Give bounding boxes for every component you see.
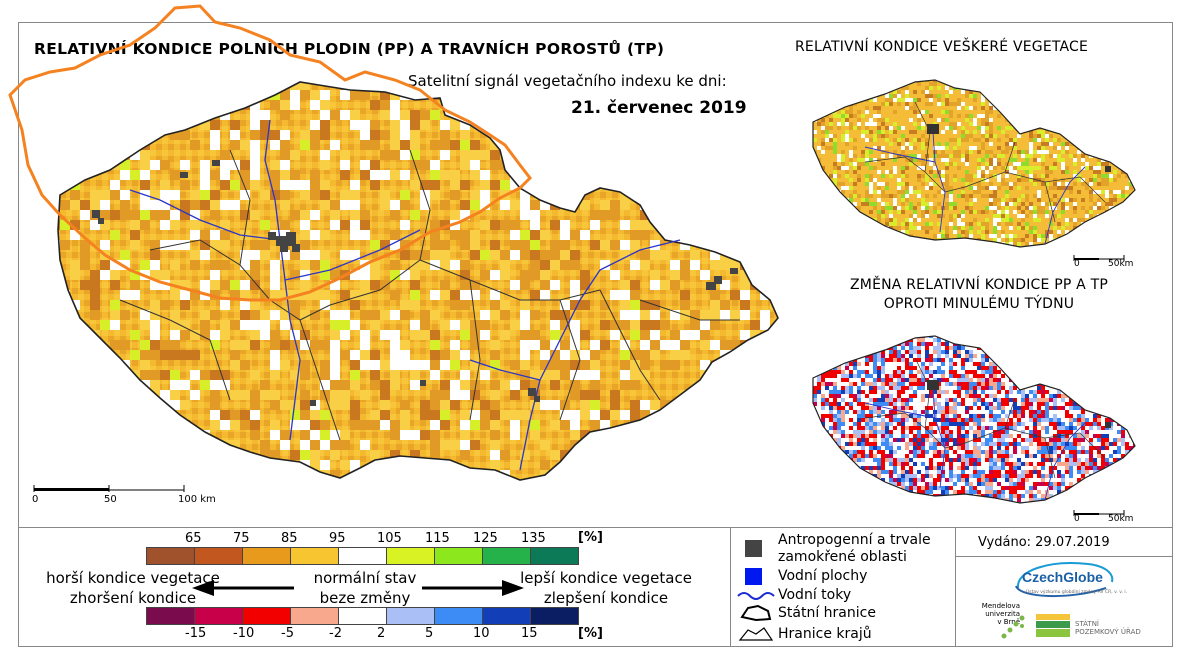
condition-tick: 65 — [185, 531, 202, 546]
change-swatch — [290, 607, 339, 625]
bottom-map-title-line1: ZMĚNA RELATIVNÍ KONDICE PP A TP — [850, 277, 1108, 293]
bottom-small-scale-bar — [1073, 510, 1125, 516]
water-icon — [745, 568, 762, 585]
bottom-scale-0: 0 — [1074, 514, 1080, 524]
anthropogenic-icon — [745, 540, 762, 557]
legend-anthro-line1: Antropogenní a trvale — [778, 532, 931, 548]
condition-swatch — [194, 547, 243, 565]
top-scale-0: 0 — [1074, 259, 1080, 269]
better-text-line1: lepší kondice vegetace — [520, 569, 692, 587]
condition-unit: [%] — [578, 530, 603, 545]
subtitle: Satelitní signál vegetačního indexu ke d… — [408, 72, 727, 90]
mendel-line3: v Brně — [997, 618, 1020, 626]
arrow-left-icon — [192, 580, 294, 596]
condition-tick: 135 — [521, 531, 546, 546]
mendel-logo-text: Mendelova univerzita v Brně — [968, 602, 1020, 626]
spu-logo-text: STÁTNÍ POZEMKOVÝ ÚŘAD — [1075, 620, 1141, 636]
change-unit: [%] — [578, 626, 603, 641]
legend-divider-v1 — [730, 527, 731, 647]
legend-anthro-line2: zamokřené oblasti — [778, 549, 907, 565]
legend-rivers: Vodní toky — [778, 587, 852, 603]
legend-borders: Státní hranice — [778, 605, 876, 621]
condition-tick: 95 — [329, 531, 346, 546]
change-tick: 15 — [521, 626, 538, 641]
mendel-logo-icon — [1001, 615, 1025, 639]
issued-date: Vydáno: 29.07.2019 — [978, 535, 1110, 550]
condition-swatch — [482, 547, 531, 565]
condition-swatch — [530, 547, 579, 565]
top-scale-50: 50km — [1108, 259, 1134, 269]
region-border-icon — [738, 627, 774, 641]
issued-divider — [955, 556, 1173, 557]
better-text: lepší kondice vegetace zlepšení kondice — [510, 568, 702, 608]
condition-swatch — [386, 547, 435, 565]
change-swatch — [434, 607, 483, 625]
legend-regions: Hranice krajů — [778, 626, 872, 642]
change-swatch — [146, 607, 195, 625]
normal-text-line1: normální stav — [313, 569, 417, 587]
legend-water: Vodní plochy — [778, 568, 868, 584]
vegetation-map — [812, 79, 1136, 248]
condition-swatch — [338, 547, 387, 565]
bottom-map-title: ZMĚNA RELATIVNÍ KONDICE PP A TP OPROTI M… — [820, 276, 1138, 314]
change-swatch — [530, 607, 579, 625]
change-swatch — [242, 607, 291, 625]
condition-tick: 105 — [377, 531, 402, 546]
normal-text: normální stav beze změny — [290, 568, 440, 608]
worse-text-line1: horší kondice vegetace — [46, 569, 220, 587]
change-swatch — [386, 607, 435, 625]
worse-text: horší kondice vegetace zhoršení kondice — [38, 568, 228, 608]
spu-line2: POZEMKOVÝ ÚŘAD — [1075, 628, 1141, 636]
legend-divider-v2 — [955, 527, 956, 647]
scale-label-50: 50 — [104, 494, 117, 505]
change-tick: -10 — [233, 626, 255, 641]
main-scale-bar — [33, 485, 185, 492]
spu-line1: STÁTNÍ — [1075, 620, 1099, 628]
change-swatch — [194, 607, 243, 625]
change-swatch — [482, 607, 531, 625]
condition-swatch — [242, 547, 291, 565]
change-tick: 10 — [473, 626, 490, 641]
condition-tick: 125 — [473, 531, 498, 546]
condition-swatch — [434, 547, 483, 565]
change-map — [812, 335, 1136, 504]
main-map — [8, 4, 779, 481]
bottom-map-title-line2: OPROTI MINULÉMU TÝDNU — [883, 296, 1075, 312]
top-map-title: RELATIVNÍ KONDICE VEŠKERÉ VEGETACE — [795, 39, 1089, 55]
czechglobe-wordmark: CzechGlobe — [1022, 569, 1103, 585]
worse-text-line2: zhoršení kondice — [69, 589, 197, 607]
main-title: RELATIVNÍ KONDICE POLNÍCH PLODIN (PP) A … — [34, 40, 665, 58]
legend-divider — [18, 527, 1173, 528]
date: 21. červenec 2019 — [571, 98, 747, 118]
mendel-line1: Mendelova — [981, 602, 1020, 610]
condition-tick: 85 — [281, 531, 298, 546]
scale-label-100: 100 km — [178, 494, 216, 505]
czechglobe-subtitle: Ústav výzkumu globální změny AV ČR, v. v… — [1026, 590, 1128, 595]
condition-tick: 115 — [425, 531, 450, 546]
change-tick: 5 — [425, 626, 434, 641]
change-color-bar — [146, 607, 579, 625]
condition-swatch — [290, 547, 339, 565]
czechglobe-logo — [1015, 562, 1114, 598]
top-small-scale-bar — [1073, 255, 1125, 261]
change-tick: -5 — [281, 626, 294, 641]
change-swatch — [338, 607, 387, 625]
better-text-line2: zlepšení kondice — [543, 589, 669, 607]
arrow-right-icon — [422, 580, 524, 596]
river-icon — [737, 592, 775, 600]
change-tick: -2 — [329, 626, 342, 641]
condition-color-bar — [146, 547, 579, 565]
scale-label-0: 0 — [32, 494, 39, 505]
normal-text-line2: beze změny — [319, 589, 411, 607]
spu-logo-icon — [1036, 614, 1070, 637]
condition-tick: 75 — [233, 531, 250, 546]
map-frame — [18, 22, 1173, 647]
mendel-line2: univerzita — [985, 610, 1020, 618]
change-tick: -15 — [185, 626, 207, 641]
change-tick: 2 — [377, 626, 386, 641]
bottom-scale-50: 50km — [1108, 514, 1134, 524]
state-border-icon — [740, 604, 772, 622]
condition-swatch — [146, 547, 195, 565]
